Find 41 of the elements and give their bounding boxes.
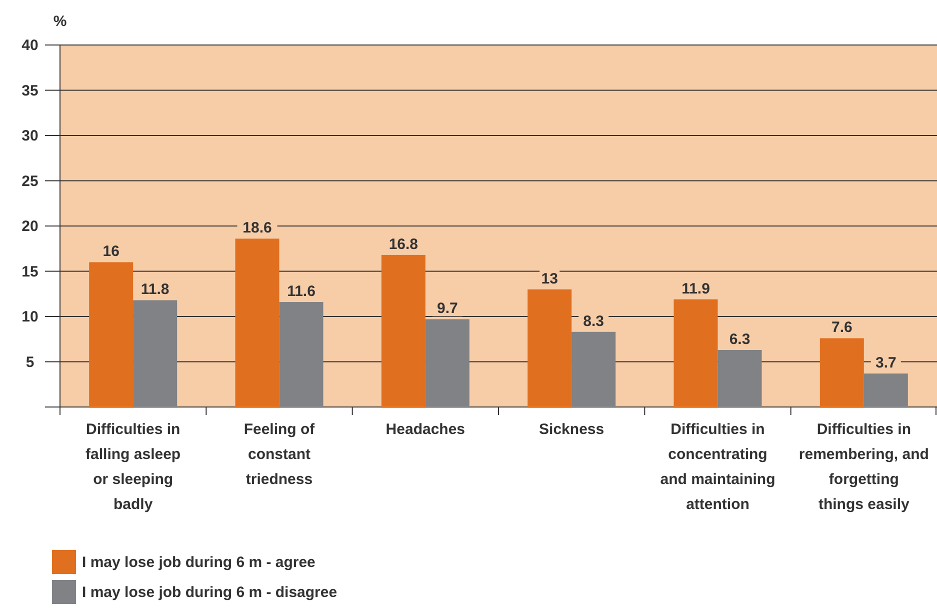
bar [89,262,134,407]
bar [279,302,324,407]
y-tick-label: 40 [22,37,38,54]
legend-label: I may lose job during 6 m - disagree [82,584,338,601]
data-label: 16.8 [388,236,418,253]
y-tick-label: 30 [22,128,38,144]
x-tick-label: Feeling of constant triedness [244,421,316,488]
data-label: 16 [102,243,120,260]
bar [572,332,616,407]
y-tick-label: 20 [22,218,38,235]
data-label: 9.7 [436,300,458,318]
bar [381,254,426,407]
bar [820,338,864,407]
data-label: 11.8 [140,281,170,298]
data-label: 7.6 [831,319,852,336]
bar [718,350,762,407]
x-tick-label: Difficulties in remembering, and forgetting things easily [798,421,929,513]
data-label: 18.6 [242,220,272,237]
legend-label: I may lose job during 6 m - agree [82,554,316,571]
data-label: 6.3 [729,330,750,348]
bar [864,374,908,407]
data-label: 13 [541,270,558,288]
y-tick-label: 25 [22,172,38,190]
y-axis-title: % [53,13,67,30]
data-label: 11.9 [682,280,710,298]
bar [133,300,178,407]
y-tick-label: 15 [22,263,38,280]
bar [674,299,718,407]
y-tick-label: 35 [22,82,38,100]
x-tick-label: Sickness [539,421,604,438]
bar [425,319,470,407]
x-tick-label: Difficulties in concentrating and maintaining attention [660,421,776,513]
data-label: 3.7 [875,354,896,372]
x-tick-label: Difficulties in falling asleep or sleeping badly [86,421,181,513]
data-label: 8.3 [583,312,604,330]
x-tick-label: Headaches [386,421,466,438]
bar [528,289,572,407]
y-tick-label: 10 [22,308,38,326]
y-tick-label: 5 [26,354,34,371]
bar [235,238,280,407]
data-label: 11.6 [287,283,316,300]
